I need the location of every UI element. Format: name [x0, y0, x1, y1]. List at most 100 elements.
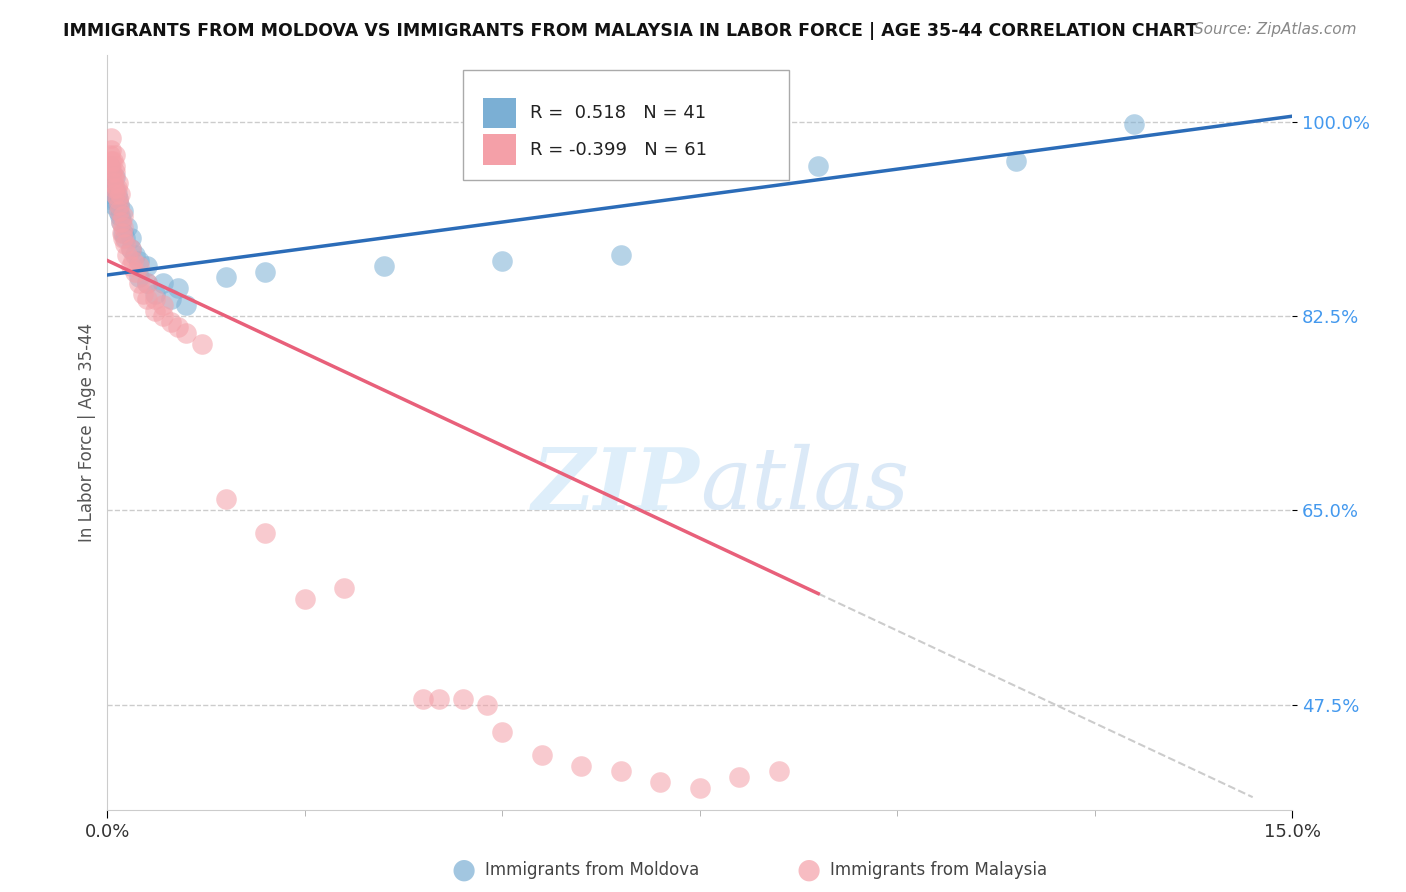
Point [108, 203, 131, 218]
Point [475, 698, 498, 712]
Point [569, 758, 592, 772]
Point [152, 309, 174, 323]
Point [610, 764, 633, 779]
Point [143, 293, 166, 307]
Text: ZIP: ZIP [531, 443, 700, 527]
Point [112, 226, 135, 240]
Point [108, 186, 131, 201]
Point [108, 209, 131, 223]
Point [100, 176, 122, 190]
Point [176, 326, 198, 340]
Point [167, 320, 190, 334]
Point [1123, 117, 1146, 131]
Point [100, 143, 122, 157]
Point [107, 203, 129, 218]
Point [103, 193, 125, 207]
Point [650, 775, 672, 789]
Bar [484, 98, 516, 128]
Text: ●: ● [451, 855, 477, 884]
Point [128, 253, 150, 268]
Point [105, 181, 128, 195]
Point [159, 315, 181, 329]
Point [114, 236, 136, 251]
Point [103, 181, 125, 195]
Point [120, 243, 142, 257]
Text: Immigrants from Moldova: Immigrants from Moldova [485, 861, 699, 879]
Point [101, 153, 124, 168]
FancyBboxPatch shape [463, 70, 789, 179]
Point [121, 253, 143, 268]
Point [254, 525, 277, 540]
Bar [484, 135, 516, 165]
Point [108, 198, 131, 212]
Point [176, 298, 198, 312]
Point [114, 231, 136, 245]
Text: R = -0.399   N = 61: R = -0.399 N = 61 [530, 141, 707, 159]
Point [128, 270, 150, 285]
Point [135, 259, 157, 273]
Point [98, 148, 121, 162]
Point [101, 165, 124, 179]
Point [98, 159, 121, 173]
Point [120, 243, 142, 257]
Point [107, 193, 129, 207]
Point [215, 492, 238, 507]
Point [254, 265, 277, 279]
Point [135, 276, 157, 290]
Point [115, 220, 138, 235]
Point [110, 215, 132, 229]
Point [120, 259, 142, 273]
Point [104, 170, 127, 185]
Point [215, 270, 238, 285]
Point [107, 176, 129, 190]
Point [491, 253, 513, 268]
Point [159, 293, 181, 307]
Point [152, 298, 174, 312]
Point [97, 193, 120, 207]
Y-axis label: In Labor Force | Age 35-44: In Labor Force | Age 35-44 [79, 323, 96, 542]
Point [108, 198, 131, 212]
Point [373, 259, 395, 273]
Point [333, 581, 356, 595]
Point [728, 770, 751, 784]
Point [101, 186, 124, 201]
Text: Immigrants from Malaysia: Immigrants from Malaysia [830, 861, 1046, 879]
Point [100, 131, 122, 145]
Point [191, 336, 214, 351]
Point [97, 159, 120, 173]
Point [1004, 153, 1026, 168]
Point [135, 276, 157, 290]
Text: atlas: atlas [700, 444, 908, 527]
Point [135, 293, 157, 307]
Point [124, 265, 146, 279]
Point [112, 209, 135, 223]
Point [112, 203, 135, 218]
Point [104, 148, 127, 162]
Point [491, 725, 513, 739]
Point [128, 276, 150, 290]
Point [101, 176, 124, 190]
Point [103, 170, 125, 185]
Point [115, 248, 138, 262]
Point [427, 692, 450, 706]
Text: IMMIGRANTS FROM MOLDOVA VS IMMIGRANTS FROM MALAYSIA IN LABOR FORCE | AGE 35-44 C: IMMIGRANTS FROM MOLDOVA VS IMMIGRANTS FR… [63, 22, 1198, 40]
Point [294, 592, 316, 607]
Text: ●: ● [796, 855, 821, 884]
Point [103, 198, 125, 212]
Point [110, 215, 132, 229]
Point [107, 193, 129, 207]
Point [100, 153, 122, 168]
Point [104, 181, 127, 195]
Point [530, 747, 553, 762]
Point [101, 181, 124, 195]
Point [105, 186, 128, 201]
Point [143, 303, 166, 318]
Point [768, 764, 790, 779]
Point [124, 248, 146, 262]
Point [807, 159, 830, 173]
Point [104, 186, 127, 201]
Point [610, 248, 633, 262]
Point [132, 286, 155, 301]
Text: R =  0.518   N = 41: R = 0.518 N = 41 [530, 104, 706, 122]
Point [152, 276, 174, 290]
